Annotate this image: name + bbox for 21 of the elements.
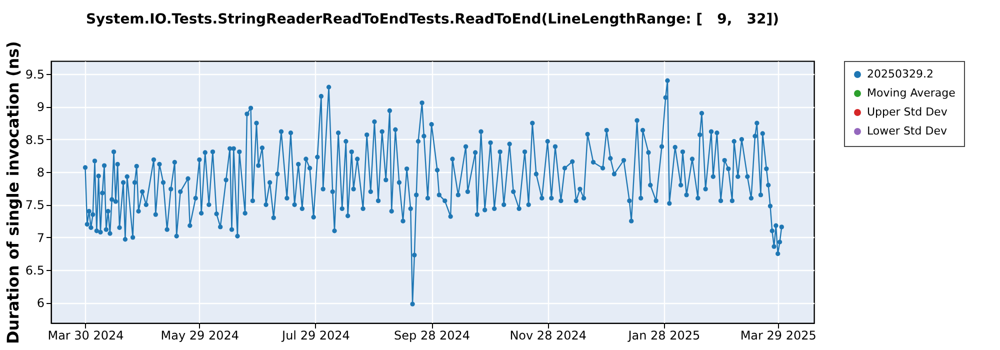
x-tick-label: Nov 28 2024 <box>510 328 587 342</box>
y-tick-label: 8.5 <box>25 132 44 147</box>
legend-label: 20250329.2 <box>867 68 934 80</box>
y-tick-label: 8 <box>36 166 44 180</box>
y-tick-label: 7.5 <box>25 198 44 212</box>
y-tick-label: 9 <box>36 100 44 114</box>
x-tick-label: Sep 28 2024 <box>394 328 470 342</box>
legend-label: Upper Std Dev <box>867 106 948 118</box>
x-tick-label: Jan 28 2025 <box>627 328 700 342</box>
y-tick-label: 6 <box>36 296 44 310</box>
legend-label: Lower Std Dev <box>867 124 948 138</box>
y-tick-label: 6.5 <box>25 264 44 278</box>
chart-title: System.IO.Tests.StringReaderReadToEndTests.ReadToEnd(LineLengthRange: [ 9, 32]) <box>86 12 780 28</box>
x-tick-label: Jul 29 2024 <box>281 328 350 342</box>
x-tick-label: Mar 29 2025 <box>740 328 816 342</box>
legend-label: Moving Average <box>867 86 956 100</box>
y-axis-title: Duration of single invocation (ns) <box>3 41 22 344</box>
x-tick-label: Mar 30 2024 <box>48 328 124 342</box>
y-tick-label: 7 <box>36 230 44 245</box>
x-tick-label: May 29 2024 <box>160 328 240 342</box>
y-tick-label: 9.5 <box>25 68 44 82</box>
